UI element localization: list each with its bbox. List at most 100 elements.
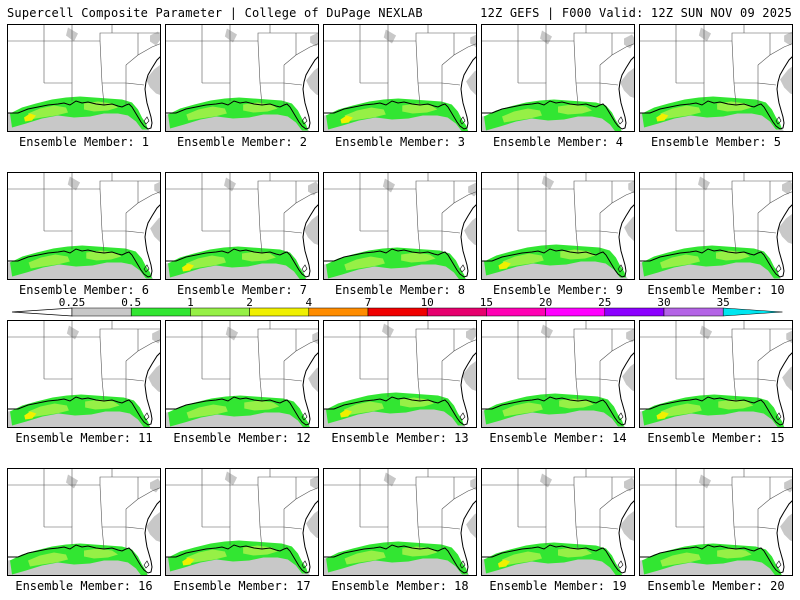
ensemble-map-panel: [323, 468, 477, 576]
scp-gray-area: [462, 361, 476, 391]
lake-okeechobee: [617, 116, 624, 125]
state-border: [441, 509, 461, 530]
colorbar-segment: [545, 307, 606, 317]
state-border: [283, 65, 303, 86]
ensemble-map-panel: [639, 24, 793, 132]
scp-yellow-area: [498, 559, 510, 568]
scp-gray-area: [784, 31, 792, 46]
state-border: [125, 509, 145, 530]
scp-contour-layer: [8, 325, 160, 427]
scp-gray-area: [466, 327, 476, 342]
scp-contour-layer: [482, 473, 634, 575]
scp-lime-area: [401, 252, 436, 263]
scp-gray-area: [628, 180, 634, 194]
colorbar-tick-label: 1: [187, 296, 194, 309]
coastline: [482, 500, 634, 574]
ensemble-member-label: Ensemble Member: 5: [650, 135, 782, 149]
scp-gray-area: [620, 511, 634, 541]
colorbar-segment: [130, 307, 191, 317]
lake-okeechobee: [459, 264, 466, 273]
scp-gray-area: [780, 66, 792, 95]
scp-contour-layer: [324, 29, 476, 131]
state-border: [441, 339, 476, 362]
scp-lime-area: [186, 404, 228, 419]
coastline: [166, 500, 318, 574]
ensemble-map-panel: [323, 24, 477, 132]
scp-gray-area: [624, 216, 634, 242]
state-border: [599, 191, 634, 214]
state-border: [757, 43, 792, 66]
scp-lime-area: [344, 256, 385, 271]
ensemble-map: [324, 321, 476, 427]
scp-contour-layer: [482, 175, 634, 279]
scp-gray-area: [304, 215, 318, 245]
state-border: [125, 339, 160, 362]
state-border: [441, 191, 476, 214]
scp-lime-area: [344, 401, 384, 416]
scp-yellow-area: [182, 263, 194, 272]
colorbar-tick-label: 10: [421, 296, 434, 309]
lake-okeechobee: [617, 264, 624, 273]
coastline: [640, 352, 792, 426]
ensemble-member-label: Ensemble Member: 13: [331, 431, 469, 445]
scp-gray-area: [468, 182, 476, 197]
scp-yellow-area: [340, 409, 352, 418]
ensemble-member-label: Ensemble Member: 1: [18, 135, 150, 149]
ensemble-map: [8, 469, 160, 575]
lake-okeechobee: [143, 116, 150, 125]
ensemble-map-panel: [165, 24, 319, 132]
scp-yellow-area: [498, 261, 511, 270]
state-border: [599, 65, 619, 86]
scp-lime-area: [402, 546, 438, 557]
coastline: [324, 500, 476, 574]
colorbar-low-arrow: [11, 307, 73, 317]
colorbar-tick-label: 0.5: [121, 296, 141, 309]
scp-yellow-area: [24, 113, 36, 122]
scp-lime-area: [186, 549, 227, 564]
header-title: Supercell Composite Parameter | College …: [7, 6, 423, 20]
scp-gray-area: [146, 512, 160, 542]
scp-gray-area: [782, 366, 792, 392]
coastline: [324, 352, 476, 426]
state-border: [599, 509, 619, 530]
scp-lime-area: [244, 400, 280, 411]
colorbar-tick-label: 7: [365, 296, 372, 309]
scp-lime-area: [28, 403, 69, 418]
ensemble-map: [324, 173, 476, 279]
scp-gray-area: [698, 27, 712, 42]
scp-contour-layer: [324, 178, 476, 279]
colorbar-tick-label: 0.25: [59, 296, 86, 309]
scp-gray-area: [146, 65, 160, 95]
ensemble-member-label: Ensemble Member: 16: [15, 579, 153, 593]
state-border: [757, 339, 792, 362]
scp-gray-area: [782, 180, 792, 195]
colorbar-svg: 0.25 0.5 1 2 4 7 10 15 20 25 30 35: [11, 296, 783, 317]
ensemble-map-panel: [7, 24, 161, 132]
scp-gray-area: [784, 478, 792, 493]
lake-okeechobee: [775, 264, 782, 273]
scp-gray-area: [541, 175, 555, 190]
scp-lime-area: [86, 250, 122, 261]
scp-gray-area: [310, 32, 318, 47]
state-border: [441, 361, 461, 382]
scp-lime-area: [717, 548, 752, 559]
scp-gray-area: [383, 472, 397, 487]
lake-okeechobee: [459, 560, 466, 569]
scp-gray-area: [778, 214, 792, 244]
scp-contour-layer: [640, 325, 792, 427]
scp-gray-area: [466, 70, 476, 96]
scp-gray-area: [150, 31, 160, 46]
coastline: [640, 500, 792, 574]
state-border: [441, 65, 461, 86]
scp-lime-area: [186, 255, 226, 270]
scp-gray-area: [624, 477, 634, 492]
state-border: [441, 487, 476, 510]
ensemble-map-panel: [323, 320, 477, 428]
ensemble-map: [8, 25, 160, 131]
colorbar-tick-label: 4: [305, 296, 312, 309]
state-border: [757, 191, 792, 214]
state-border: [757, 509, 777, 530]
ensemble-member-label: Ensemble Member: 19: [489, 579, 627, 593]
ensemble-member-label: Ensemble Member: 14: [489, 431, 627, 445]
scp-lime-area: [660, 105, 701, 120]
